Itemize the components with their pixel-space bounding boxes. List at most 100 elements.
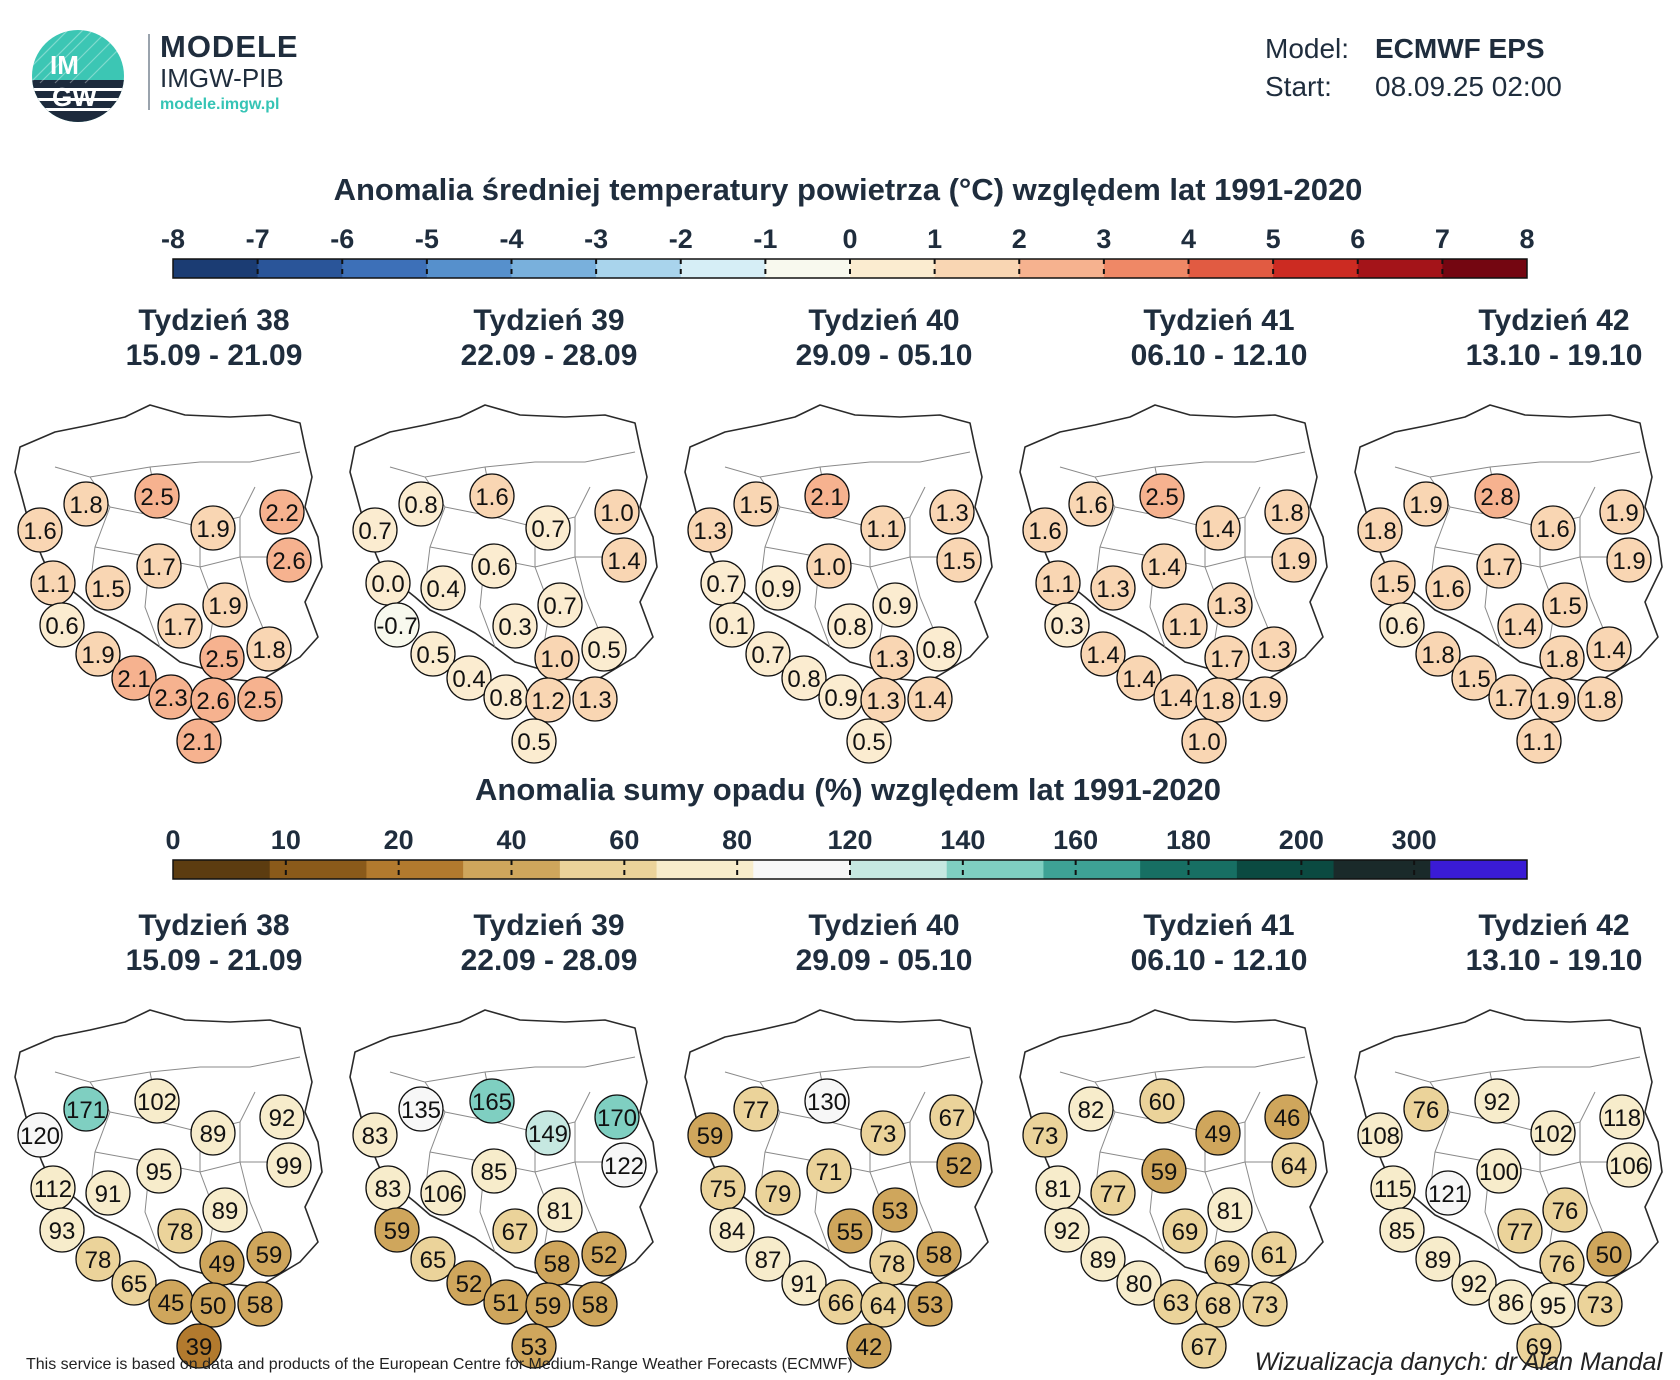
- precipitation-value-marker: 75: [700, 1165, 746, 1211]
- precipitation-value-label: 69: [1214, 1251, 1241, 1278]
- temperature-value-label: 0.8: [404, 492, 437, 519]
- precipitation-value-marker: 60: [1139, 1078, 1185, 1124]
- colorbar-tick-label: 5: [1266, 224, 1281, 254]
- precipitation-value-label: 171: [66, 1097, 106, 1124]
- temperature-value-circle: [202, 582, 248, 628]
- temperature-value-label: 1.3: [866, 688, 899, 715]
- precipitation-value-label: 52: [591, 1242, 618, 1269]
- precipitation-value-circle: [471, 1148, 517, 1194]
- temperature-value-circle: [827, 603, 873, 649]
- temperature-value-circle: [929, 489, 975, 535]
- temperature-value-marker: 1.6: [17, 507, 63, 553]
- temperature-value-marker: 1.8: [1415, 631, 1461, 677]
- precipitation-value-marker: 73: [1022, 1112, 1068, 1158]
- temperature-value-label: 1.1: [866, 516, 899, 543]
- week-label: Tydzień 40: [808, 909, 959, 942]
- precipitation-value-label: 83: [375, 1176, 402, 1203]
- colorbar-tick-label: -1: [753, 224, 777, 254]
- temperature-value-label: 1.3: [935, 500, 968, 527]
- precipitation-value-marker: 108: [1357, 1112, 1403, 1158]
- precipitation-value-circle: [1530, 1110, 1576, 1156]
- precipitation-value-label: 149: [528, 1121, 568, 1148]
- temperature-value-label: 1.9: [81, 642, 114, 669]
- temperature-value-circle: [398, 481, 444, 527]
- footer-author: Wizualizacja danych: dr Alan Mandal: [1254, 1348, 1662, 1376]
- temperature-value-circle: [872, 582, 918, 628]
- temperature-value-marker: 1.9: [1606, 537, 1652, 583]
- colorbar-segment: [934, 259, 1020, 278]
- temperature-value-marker: 1.4: [1141, 543, 1187, 589]
- temperature-value-marker: 1.0: [1181, 718, 1227, 764]
- temperature-value-circle: [1116, 655, 1162, 701]
- precipitation-value-circle: [1586, 1231, 1632, 1277]
- precipitation-value-marker: 59: [246, 1231, 292, 1277]
- temperature-value-circle: [1530, 505, 1576, 551]
- temperature-value-marker: 1.5: [85, 565, 131, 611]
- temperature-value-circle: [136, 543, 182, 589]
- temperature-value-circle: [420, 565, 466, 611]
- week-dates: 22.09 - 28.09: [461, 339, 638, 372]
- precipitation-value-marker: 89: [190, 1110, 236, 1156]
- temperature-value-label: 1.1: [1522, 729, 1555, 756]
- precipitation-value-circle: [1599, 1094, 1645, 1140]
- colorbar-segment: [1273, 259, 1359, 278]
- footer-source: This service is based on data and produc…: [26, 1356, 853, 1373]
- precipitation-value-marker: 89: [1080, 1236, 1126, 1282]
- temperature-value-circle: [176, 718, 222, 764]
- precipitation-value-label: 73: [1587, 1292, 1614, 1319]
- precipitation-value-label: 53: [882, 1198, 909, 1225]
- precipitation-value-label: 68: [1205, 1293, 1232, 1320]
- precipitation-value-label: 85: [481, 1159, 508, 1186]
- temperature-value-marker: 1.9: [190, 505, 236, 551]
- temperature-value-label: 0.5: [517, 729, 550, 756]
- precipitation-value-marker: 65: [111, 1260, 157, 1306]
- brand-site-link[interactable]: modele.imgw.pl: [160, 96, 280, 113]
- colorbar-segment: [680, 259, 766, 278]
- temperature-value-label: 0.9: [824, 685, 857, 712]
- precipitation-value-circle: [469, 1078, 515, 1124]
- temperature-value-label: 1.9: [1605, 500, 1638, 527]
- temperature-value-marker: 2.8: [1474, 473, 1520, 519]
- temperature-value-label: 1.9: [1248, 687, 1281, 714]
- precipitation-value-marker: 170: [594, 1094, 640, 1140]
- temperature-value-circle: [237, 676, 283, 722]
- temperature-value-label: 0.3: [498, 614, 531, 641]
- week-dates: 15.09 - 21.09: [126, 944, 303, 977]
- temperature-value-label: 0.6: [1385, 613, 1418, 640]
- precipitation-value-marker: 71: [806, 1148, 852, 1194]
- precipitation-value-label: 59: [256, 1242, 283, 1269]
- precipitation-value-label: 63: [1163, 1290, 1190, 1317]
- precipitation-value-marker: 68: [1195, 1282, 1241, 1328]
- temperature-value-circle: [1530, 677, 1576, 723]
- precipitation-value-marker: 73: [1577, 1281, 1623, 1327]
- precipitation-value-marker: 92: [1474, 1078, 1520, 1124]
- temperature-value-circle: [581, 626, 627, 672]
- precipitation-value-marker: 59: [687, 1112, 733, 1158]
- precipitation-value-marker: 83: [365, 1165, 411, 1211]
- temperature-value-circle: [259, 489, 305, 535]
- week-dates: 06.10 - 12.10: [1131, 944, 1308, 977]
- temperature-value-marker: 1.3: [869, 635, 915, 681]
- precipitation-value-marker: 95: [1530, 1282, 1576, 1328]
- temperature-value-circle: [75, 631, 121, 677]
- temperature-value-circle: [1141, 543, 1187, 589]
- precipitation-value-label: 60: [1149, 1089, 1176, 1116]
- temperature-value-circle: [1195, 505, 1241, 551]
- temperature-value-circle: [511, 718, 557, 764]
- precipitation-value-marker: 58: [572, 1281, 618, 1327]
- temperature-value-label: 1.3: [578, 687, 611, 714]
- temperature-value-label: 0.7: [531, 516, 564, 543]
- precipitation-value-label: 78: [167, 1219, 194, 1246]
- precipitation-value-label: 69: [1172, 1219, 1199, 1246]
- precipitation-value-label: 100: [1479, 1159, 1519, 1186]
- colorbar-segment: [1103, 259, 1189, 278]
- precipitation-value-marker: 69: [1516, 1323, 1562, 1369]
- precipitation-value-circle: [929, 1094, 975, 1140]
- temperature-value-label: 1.5: [739, 492, 772, 519]
- precipitation-value-circle: [259, 1094, 305, 1140]
- brand-block: MODELE IMGW-PIB modele.imgw.pl: [160, 30, 299, 118]
- temperature-value-marker: 1.9: [1599, 489, 1645, 535]
- precipitation-value-marker: 46: [1264, 1094, 1310, 1140]
- precipitation-value-circle: [755, 1170, 801, 1216]
